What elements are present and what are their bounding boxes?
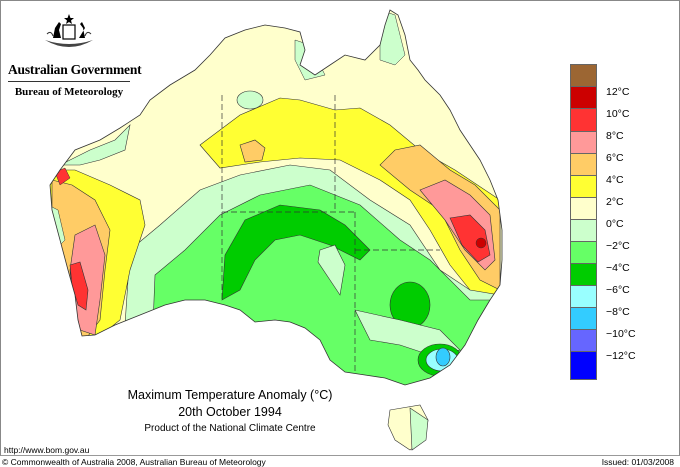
legend-label: 12°C xyxy=(606,86,630,98)
legend-label: 0°C xyxy=(606,218,624,230)
legend-swatch-m2-0 xyxy=(570,219,597,245)
coat-of-arms-icon xyxy=(45,14,93,47)
government-logo: Australian Government Bureau of Meteorol… xyxy=(8,12,142,98)
government-name: Australian Government xyxy=(8,62,142,82)
map-date: 20th October 1994 xyxy=(178,405,282,419)
legend-label: 8°C xyxy=(606,130,624,142)
legend-swatch-m8-m6 xyxy=(570,285,597,311)
legend-label: 4°C xyxy=(606,174,624,186)
website-link[interactable]: http://www.bom.gov.au xyxy=(4,445,90,455)
legend-label: −6°C xyxy=(606,284,630,296)
legend-label: 6°C xyxy=(606,152,624,164)
legend-swatch-2-4 xyxy=(570,175,597,201)
legend-label: −10°C xyxy=(606,328,636,340)
australia-anomaly-map xyxy=(49,9,503,451)
legend-label: −12°C xyxy=(606,350,636,362)
map-title: Maximum Temperature Anomaly (°C) xyxy=(127,388,333,402)
legend-label: −4°C xyxy=(606,262,630,274)
copyright-notice: © Commonwealth of Australia 2008, Austra… xyxy=(2,457,266,467)
legend-swatch-6-8 xyxy=(570,131,597,157)
legend-label: −2°C xyxy=(606,240,630,252)
issued-date: Issued: 01/03/2008 xyxy=(601,457,674,467)
legend-swatch-above-12 xyxy=(570,64,597,90)
legend-swatch-below-m12 xyxy=(570,351,597,380)
map-product: Product of the National Climate Centre xyxy=(144,423,316,434)
legend-label: 2°C xyxy=(606,196,624,208)
legend-swatch-0-2 xyxy=(570,197,597,223)
legend-label: 10°C xyxy=(606,108,630,120)
legend-swatch-m6-m4 xyxy=(570,263,597,289)
legend-label: −8°C xyxy=(606,306,630,318)
agency-name: Bureau of Meteorology xyxy=(14,86,124,98)
